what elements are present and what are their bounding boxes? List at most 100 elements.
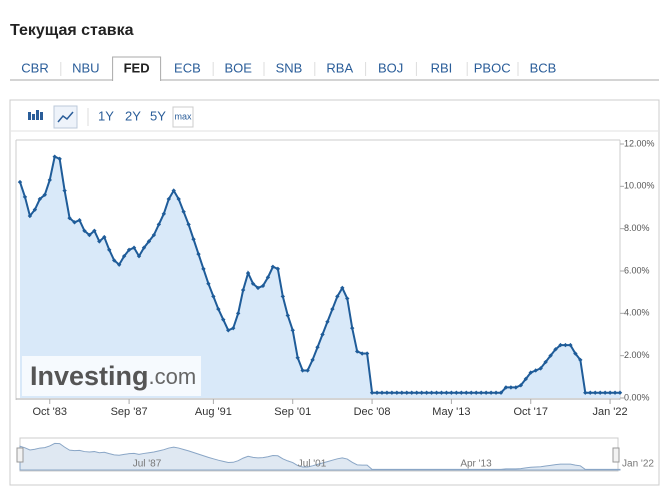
point	[166, 196, 171, 202]
point	[523, 376, 528, 382]
navigator-handle[interactable]	[612, 447, 620, 463]
x-tick-label: Oct '17	[513, 406, 548, 418]
navigator-label: Jan '22	[622, 459, 654, 470]
y-tick-label: 12.00%	[624, 138, 655, 148]
point	[394, 390, 400, 395]
x-tick-label: Jan '22	[593, 406, 628, 418]
y-tick-label: 2.00%	[624, 350, 650, 360]
point	[107, 247, 112, 253]
point	[126, 247, 132, 253]
point	[513, 385, 519, 390]
navigator-label: Jul '01	[298, 459, 327, 470]
point	[364, 351, 370, 356]
point	[186, 222, 191, 227]
point	[325, 319, 330, 324]
range-button[interactable]: max	[174, 111, 192, 121]
point	[439, 390, 444, 395]
tab[interactable]: RBI	[431, 60, 453, 75]
point	[17, 179, 23, 185]
point	[67, 215, 72, 221]
tab[interactable]: FED	[124, 60, 150, 75]
point	[42, 192, 47, 197]
point	[573, 351, 578, 356]
y-tick-label: 8.00%	[624, 223, 650, 233]
point	[354, 349, 360, 354]
y-tick-label: 0.00%	[624, 392, 650, 402]
point	[285, 313, 290, 318]
point	[82, 228, 87, 233]
point	[404, 390, 409, 395]
navigator-label: Apr '13	[460, 459, 492, 470]
tab[interactable]: BCB	[530, 60, 557, 75]
point	[121, 253, 127, 259]
point	[449, 390, 454, 395]
point	[469, 390, 474, 395]
tab[interactable]: NBU	[72, 60, 99, 75]
point	[275, 266, 281, 272]
point	[593, 390, 598, 395]
area	[20, 156, 620, 398]
navigator-handle[interactable]	[16, 447, 24, 463]
point	[22, 194, 28, 200]
point	[156, 222, 162, 227]
point	[77, 218, 82, 223]
point	[221, 317, 226, 322]
point	[250, 281, 256, 286]
tab[interactable]: CBR	[21, 60, 48, 75]
point	[473, 390, 479, 395]
range-button[interactable]: 2Y	[125, 108, 141, 123]
toolbar-icons	[28, 105, 89, 129]
point	[424, 390, 429, 395]
point	[558, 342, 563, 348]
point	[478, 390, 484, 395]
point	[196, 251, 201, 257]
point	[335, 294, 340, 299]
tab[interactable]: BOE	[224, 60, 252, 75]
point	[310, 357, 315, 363]
range-button[interactable]: 1Y	[98, 108, 114, 123]
point	[290, 328, 295, 333]
x-tick-label: Aug '91	[195, 406, 232, 418]
point	[87, 232, 92, 238]
point	[181, 209, 186, 214]
point	[602, 390, 608, 395]
point	[171, 188, 176, 193]
tab[interactable]: ECB	[174, 60, 201, 75]
point	[320, 332, 325, 337]
x-tick-label: Sep '01	[274, 406, 311, 418]
navigator-label: Jul '87	[133, 459, 162, 470]
tab[interactable]: PBOC	[474, 60, 511, 75]
point	[245, 270, 251, 276]
point	[235, 311, 241, 316]
point	[488, 390, 494, 395]
tab[interactable]: SNB	[276, 60, 303, 75]
point	[568, 342, 573, 348]
point	[419, 390, 424, 395]
range-button[interactable]: 5Y	[150, 108, 166, 123]
point	[57, 156, 62, 162]
point	[533, 368, 538, 373]
point	[300, 368, 305, 373]
point	[131, 245, 137, 250]
point	[231, 325, 236, 331]
y-tick-label: 10.00%	[624, 181, 655, 191]
tab[interactable]: BOJ	[378, 60, 403, 75]
point	[389, 390, 395, 395]
point	[72, 220, 77, 225]
point	[146, 239, 152, 244]
point	[578, 357, 583, 363]
point	[444, 390, 449, 395]
point	[429, 390, 434, 395]
point	[260, 283, 266, 289]
active-tab	[112, 56, 162, 81]
point	[518, 383, 524, 388]
point	[141, 245, 147, 250]
point	[508, 385, 514, 390]
point	[617, 390, 623, 395]
point	[414, 390, 419, 395]
point	[211, 294, 216, 299]
tab[interactable]: RBA	[326, 60, 353, 75]
point	[97, 239, 102, 244]
point	[379, 390, 385, 395]
